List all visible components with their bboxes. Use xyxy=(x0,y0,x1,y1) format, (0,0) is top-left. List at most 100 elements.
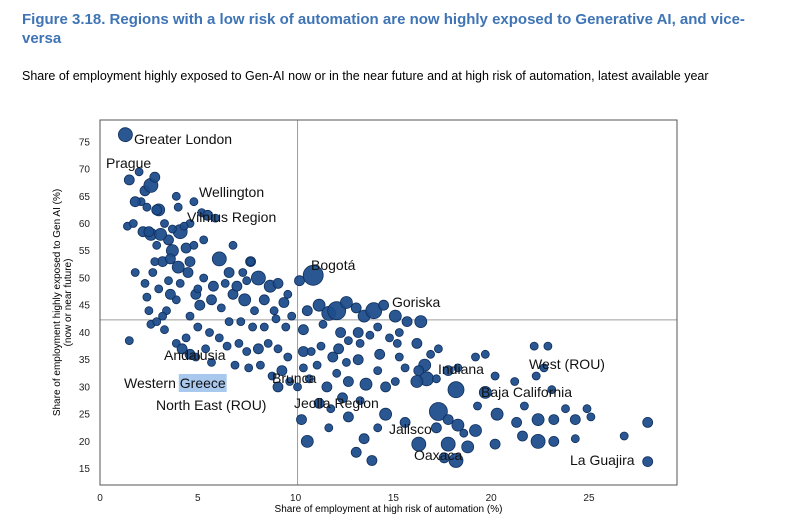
point-label: Goriska xyxy=(392,294,440,310)
data-point xyxy=(258,294,270,306)
point-label: Brunca xyxy=(272,370,317,386)
data-point xyxy=(124,336,134,346)
data-point xyxy=(214,333,224,343)
data-point xyxy=(246,257,256,267)
data-point xyxy=(244,363,254,373)
chart-subtitle: Share of employment highly exposed to Ge… xyxy=(22,69,709,83)
data-point xyxy=(373,366,383,376)
data-point xyxy=(461,440,475,454)
y-tick-label: 30 xyxy=(79,382,91,393)
data-point xyxy=(394,328,404,337)
data-point xyxy=(327,351,339,363)
data-point xyxy=(374,348,386,360)
data-point xyxy=(312,298,326,312)
point-label: Oaxaca xyxy=(414,447,462,463)
label-andalusia: Andalusia xyxy=(164,347,226,363)
data-point xyxy=(271,314,281,324)
data-point xyxy=(365,330,375,340)
data-point xyxy=(185,311,195,321)
data-point xyxy=(263,338,273,348)
data-point xyxy=(359,377,373,391)
data-point xyxy=(326,404,336,414)
data-point xyxy=(171,191,181,201)
data-point xyxy=(355,396,365,406)
data-point xyxy=(442,365,454,377)
data-point xyxy=(318,319,328,329)
data-point xyxy=(335,327,347,338)
label-north-east-rou: North East (ROU) xyxy=(156,397,266,413)
y-tick-label: 45 xyxy=(79,301,91,312)
label-la-guajira: La Guajira xyxy=(570,452,635,468)
data-point xyxy=(619,431,629,441)
text-highlight xyxy=(178,374,227,392)
data-point xyxy=(231,280,243,292)
data-point xyxy=(400,363,410,373)
data-point xyxy=(181,333,191,343)
data-point xyxy=(152,317,162,327)
data-point xyxy=(242,347,252,356)
y-tick-label: 50 xyxy=(79,273,91,284)
data-point xyxy=(539,363,549,373)
data-point xyxy=(431,374,441,384)
point-label: Jalisco xyxy=(389,421,432,437)
data-point xyxy=(471,352,480,362)
data-point xyxy=(216,303,226,313)
data-point xyxy=(205,328,214,337)
data-point xyxy=(150,257,160,267)
data-point xyxy=(154,284,164,294)
x-tick-label: 5 xyxy=(195,493,201,504)
data-point xyxy=(324,423,334,433)
data-point xyxy=(140,278,150,288)
y-axis-label-secondary: (now or near future) xyxy=(63,259,74,347)
data-point xyxy=(440,436,456,452)
label-goriska: Goriska xyxy=(392,294,440,310)
data-point xyxy=(378,299,390,311)
data-point xyxy=(255,360,265,370)
label-prague: Prague xyxy=(106,155,151,171)
y-tick-label: 70 xyxy=(79,165,91,176)
data-point xyxy=(478,385,492,399)
data-point xyxy=(582,404,592,414)
data-point xyxy=(312,360,322,370)
reference-lines xyxy=(100,120,677,485)
plot-frame xyxy=(99,119,678,486)
data-point xyxy=(489,438,501,450)
data-point xyxy=(276,365,288,377)
data-point xyxy=(442,414,454,426)
label-indiana: Indiana xyxy=(438,361,484,377)
x-tick-label: 20 xyxy=(486,493,498,504)
data-point xyxy=(164,253,176,265)
y-tick-label: 25 xyxy=(79,410,91,421)
label-jeolla-region: Jeolla Region xyxy=(294,395,379,411)
data-point xyxy=(414,315,428,329)
x-tick-label: 15 xyxy=(388,493,400,504)
data-point xyxy=(176,343,188,355)
data-point xyxy=(339,296,353,309)
data-point xyxy=(269,306,279,316)
data-point xyxy=(642,416,654,428)
data-point xyxy=(134,167,144,177)
data-point xyxy=(234,338,244,348)
label-baja-california: Baja California xyxy=(481,384,572,400)
data-point xyxy=(142,292,152,302)
data-point xyxy=(426,349,436,359)
data-point xyxy=(189,240,199,250)
data-point xyxy=(304,374,314,384)
data-point xyxy=(193,284,203,294)
data-point xyxy=(343,336,353,346)
data-point xyxy=(154,227,168,241)
data-point xyxy=(278,297,290,308)
data-point xyxy=(296,414,307,426)
data-point xyxy=(283,289,293,299)
y-tick-label: 75 xyxy=(79,137,91,148)
data-point xyxy=(175,278,185,288)
label-brunca: Brunca xyxy=(272,370,317,386)
data-point xyxy=(173,202,183,212)
data-point xyxy=(152,240,162,250)
data-point xyxy=(511,416,522,428)
y-tick-label: 35 xyxy=(79,355,91,366)
axis-ticks: 0 5 10 15 20 25 15 20 25 30 35 40 45 50 55 60 65 70 75 xyxy=(79,137,595,504)
data-point xyxy=(392,338,402,348)
data-point xyxy=(350,446,362,458)
